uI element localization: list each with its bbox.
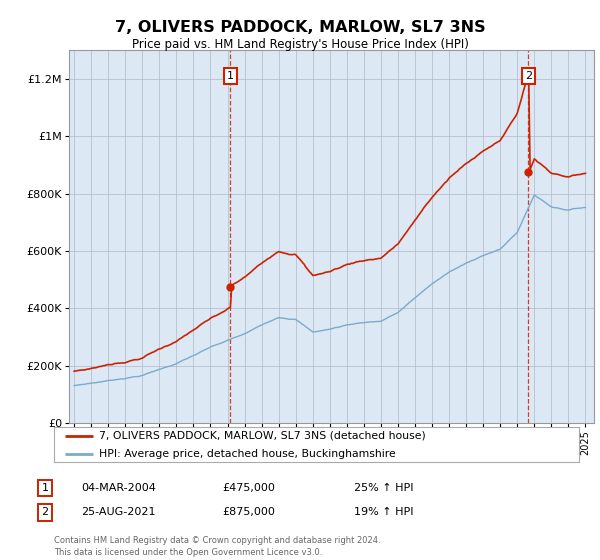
Text: 19% ↑ HPI: 19% ↑ HPI (354, 507, 413, 517)
Text: 7, OLIVERS PADDOCK, MARLOW, SL7 3NS (detached house): 7, OLIVERS PADDOCK, MARLOW, SL7 3NS (det… (98, 431, 425, 441)
Text: 2: 2 (525, 71, 532, 81)
Text: 2: 2 (41, 507, 49, 517)
Text: Price paid vs. HM Land Registry's House Price Index (HPI): Price paid vs. HM Land Registry's House … (131, 38, 469, 51)
Text: 25% ↑ HPI: 25% ↑ HPI (354, 483, 413, 493)
Text: 04-MAR-2004: 04-MAR-2004 (81, 483, 156, 493)
Text: Contains HM Land Registry data © Crown copyright and database right 2024.
This d: Contains HM Land Registry data © Crown c… (54, 536, 380, 557)
Text: 25-AUG-2021: 25-AUG-2021 (81, 507, 155, 517)
Text: 1: 1 (41, 483, 49, 493)
Text: 7, OLIVERS PADDOCK, MARLOW, SL7 3NS: 7, OLIVERS PADDOCK, MARLOW, SL7 3NS (115, 20, 485, 35)
Text: £475,000: £475,000 (222, 483, 275, 493)
Text: £875,000: £875,000 (222, 507, 275, 517)
Text: HPI: Average price, detached house, Buckinghamshire: HPI: Average price, detached house, Buck… (98, 449, 395, 459)
Text: 1: 1 (227, 71, 234, 81)
